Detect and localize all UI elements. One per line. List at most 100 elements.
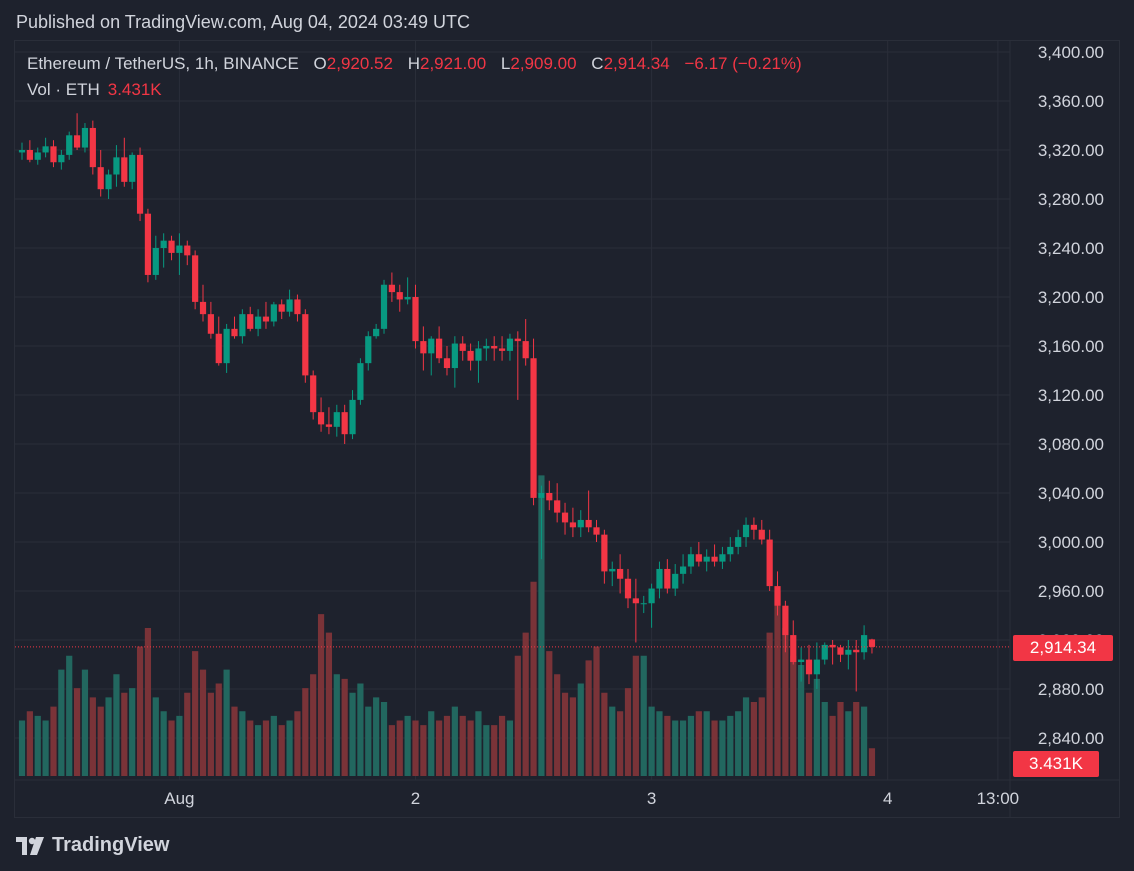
price-tick-label: 3,400.00 <box>1038 43 1104 62</box>
candle-body <box>672 573 679 589</box>
volume-bar <box>719 720 726 776</box>
volume-bar <box>805 692 813 776</box>
volume-bar <box>687 715 695 776</box>
candle-body <box>357 363 364 400</box>
candle-body <box>365 336 372 364</box>
volume-bar <box>672 720 679 776</box>
candle-body <box>207 314 214 334</box>
candle-body <box>790 635 797 663</box>
candle-body <box>105 174 112 190</box>
candle-body <box>687 554 695 567</box>
candle-body <box>577 519 584 528</box>
volume-bar <box>105 697 112 776</box>
volume-bar <box>286 720 293 776</box>
volume-bar <box>766 632 773 776</box>
candle-body <box>341 412 348 435</box>
candle-body <box>81 127 89 148</box>
candle-body <box>451 343 458 369</box>
candle-body <box>73 135 81 148</box>
candle-body <box>530 358 537 498</box>
price-tick-label: 3,000.00 <box>1038 533 1104 552</box>
volume-bar <box>632 655 639 776</box>
price-tick-label: 3,120.00 <box>1038 386 1104 405</box>
candle-body <box>129 154 136 182</box>
candle-body <box>231 328 238 337</box>
candle-body <box>593 527 600 535</box>
tradingview-logo[interactable]: TradingView <box>16 834 169 857</box>
candle-body <box>774 586 781 606</box>
volume-bar <box>609 706 616 776</box>
volume-bar <box>577 683 584 776</box>
price-tick-label: 3,320.00 <box>1038 141 1104 160</box>
volume-bar <box>467 720 474 776</box>
price-tick-label: 2,960.00 <box>1038 582 1104 601</box>
candle-body <box>609 568 616 572</box>
last-volume-tag: 3.431K <box>1013 751 1099 777</box>
candle-body <box>853 649 860 653</box>
volume-bar <box>262 720 270 776</box>
candle-body <box>184 245 191 256</box>
volume-bar <box>404 715 411 776</box>
volume-bar <box>561 692 569 776</box>
candle-body <box>310 375 317 413</box>
volume-bar <box>349 692 356 776</box>
candle-body <box>270 304 277 322</box>
price-tick-label: 3,200.00 <box>1038 288 1104 307</box>
volume-bar <box>483 725 490 776</box>
candle-body <box>388 284 395 293</box>
volume-bar <box>554 674 561 776</box>
volume-bar <box>640 655 647 776</box>
chart-frame[interactable] <box>14 40 1120 818</box>
volume-bar <box>514 655 521 776</box>
volume-value: 3.431K <box>107 80 162 99</box>
volume-bar <box>333 674 340 776</box>
volume-bar <box>357 683 364 776</box>
candle-body <box>215 333 222 364</box>
volume-bar <box>278 725 285 776</box>
candle-body <box>522 341 529 359</box>
volume-legend[interactable]: Vol · ETH 3.431K <box>27 80 162 100</box>
volume-bar <box>585 660 592 776</box>
volume-bars <box>18 475 876 776</box>
change-value: −6.17 (−0.21%) <box>684 54 802 73</box>
volume-bar <box>459 715 466 776</box>
volume-bar <box>302 688 309 776</box>
volume-bar <box>648 706 655 776</box>
candle-body <box>569 522 576 528</box>
volume-bar <box>247 720 254 776</box>
volume-bar <box>255 725 262 776</box>
volume-bar <box>711 720 718 776</box>
candle-body <box>34 152 41 160</box>
symbol-title[interactable]: Ethereum / TetherUS, 1h, BINANCE <box>27 54 299 73</box>
price-tick-label: 2,880.00 <box>1038 680 1104 699</box>
candle-body <box>50 146 57 163</box>
candle-body <box>373 328 380 337</box>
volume-bar <box>530 581 537 776</box>
volume-bar <box>491 725 498 776</box>
volume-bar <box>325 632 333 776</box>
volume-bar <box>750 702 758 776</box>
volume-bar <box>420 725 427 776</box>
candle-body <box>703 556 710 562</box>
volume-bar <box>742 697 750 776</box>
candle-body <box>113 157 120 175</box>
volume-bar <box>365 706 372 776</box>
volume-bar <box>695 711 702 776</box>
volume-bar <box>50 706 57 776</box>
close-label: C <box>591 54 604 73</box>
candle-body <box>845 649 852 655</box>
candle-body <box>443 358 451 369</box>
candle-body <box>428 338 435 354</box>
candle-body <box>262 316 270 322</box>
published-caption: Published on TradingView.com, Aug 04, 20… <box>16 12 470 32</box>
candle-body <box>491 346 498 349</box>
volume-bar <box>664 715 671 776</box>
volume-bar <box>168 720 175 776</box>
candle-body <box>160 240 167 248</box>
volume-bar <box>66 655 73 776</box>
candle-body <box>475 348 482 361</box>
candle-body <box>679 566 687 574</box>
volume-bar <box>42 720 49 776</box>
candle-body <box>239 314 246 337</box>
